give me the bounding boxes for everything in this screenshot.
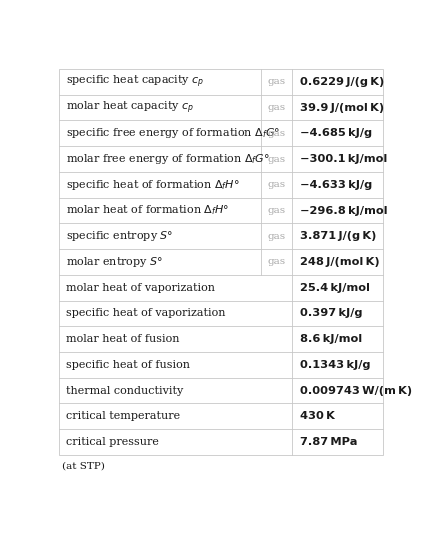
Text: gas: gas: [267, 129, 285, 138]
Text: −4.633 kJ/g: −4.633 kJ/g: [299, 180, 372, 190]
Text: 25.4 kJ/mol: 25.4 kJ/mol: [299, 282, 369, 293]
Text: 248 J/(mol K): 248 J/(mol K): [299, 257, 379, 267]
Text: specific free energy of formation $\Delta_f G°$: specific free energy of formation $\Delt…: [66, 126, 280, 140]
Text: critical pressure: critical pressure: [66, 437, 159, 447]
Text: 430 K: 430 K: [299, 411, 334, 421]
Text: gas: gas: [267, 206, 285, 215]
Text: gas: gas: [267, 257, 285, 266]
Text: thermal conductivity: thermal conductivity: [66, 386, 183, 396]
Text: (at STP): (at STP): [62, 462, 105, 471]
Text: molar heat of vaporization: molar heat of vaporization: [66, 282, 215, 293]
Text: 3.871 J/(g K): 3.871 J/(g K): [299, 231, 375, 241]
Text: 39.9 J/(mol K): 39.9 J/(mol K): [299, 103, 383, 113]
Text: molar heat of fusion: molar heat of fusion: [66, 334, 179, 344]
Text: gas: gas: [267, 77, 285, 86]
Text: 7.87 MPa: 7.87 MPa: [299, 437, 357, 447]
Text: −4.685 kJ/g: −4.685 kJ/g: [299, 128, 372, 139]
Text: 0.009743 W/(m K): 0.009743 W/(m K): [299, 386, 411, 396]
Text: specific entropy $S°$: specific entropy $S°$: [66, 229, 173, 243]
Text: molar heat capacity $c_p$: molar heat capacity $c_p$: [66, 99, 194, 116]
Text: 0.397 kJ/g: 0.397 kJ/g: [299, 308, 362, 318]
Text: 0.6229 J/(g K): 0.6229 J/(g K): [299, 77, 384, 87]
Text: critical temperature: critical temperature: [66, 411, 180, 421]
Text: −296.8 kJ/mol: −296.8 kJ/mol: [299, 206, 387, 215]
Text: specific heat of vaporization: specific heat of vaporization: [66, 308, 225, 318]
Text: gas: gas: [267, 155, 285, 164]
Text: gas: gas: [267, 180, 285, 189]
Text: −300.1 kJ/mol: −300.1 kJ/mol: [299, 154, 387, 164]
Text: molar heat of formation $\Delta_f H°$: molar heat of formation $\Delta_f H°$: [66, 204, 229, 217]
Text: molar free energy of formation $\Delta_f G°$: molar free energy of formation $\Delta_f…: [66, 152, 270, 166]
Text: specific heat capacity $c_p$: specific heat capacity $c_p$: [66, 74, 204, 90]
Text: molar entropy $S°$: molar entropy $S°$: [66, 255, 163, 269]
Text: 0.1343 kJ/g: 0.1343 kJ/g: [299, 360, 370, 370]
Text: specific heat of formation $\Delta_f H°$: specific heat of formation $\Delta_f H°$: [66, 178, 240, 192]
Text: gas: gas: [267, 103, 285, 112]
Text: 8.6 kJ/mol: 8.6 kJ/mol: [299, 334, 362, 344]
Text: specific heat of fusion: specific heat of fusion: [66, 360, 190, 370]
Text: gas: gas: [267, 232, 285, 241]
